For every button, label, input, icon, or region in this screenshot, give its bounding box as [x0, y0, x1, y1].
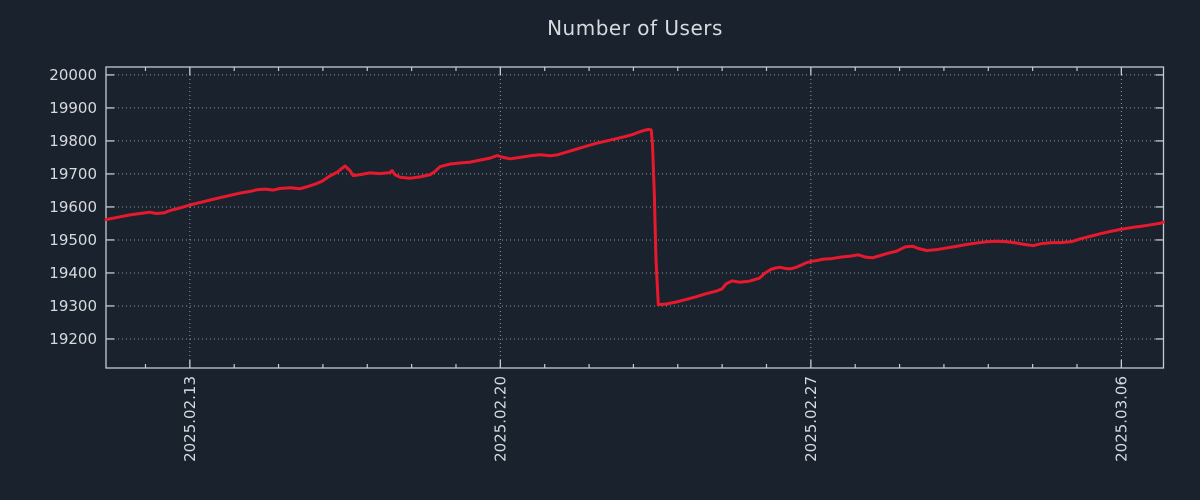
y-axis-labels: 19200 19300 19400 19500 19600 19700 19800 19900… [49, 66, 97, 348]
chart-title: Number of Users [547, 16, 723, 40]
y-tick-label: 19200 [49, 330, 97, 348]
y-tick-label: 19400 [49, 264, 97, 282]
x-tick-label: 2025.03.06 [1112, 376, 1130, 462]
axis-tick-marks [106, 67, 1164, 368]
y-tick-label: 20000 [49, 66, 97, 84]
x-tick-label: 2025.02.27 [802, 376, 820, 462]
y-tick-label: 19500 [49, 231, 97, 249]
plot-border [105, 66, 1165, 369]
y-tick-label: 19900 [49, 99, 97, 117]
users-series-line [104, 127, 1165, 307]
y-tick-label: 19600 [49, 198, 97, 216]
x-axis-labels: 2025.02.13 2025.02.20 2025.02.27 2025.03.06 [181, 376, 1131, 462]
y-tick-label: 19300 [49, 297, 97, 315]
x-tick-label: 2025.02.20 [491, 376, 509, 462]
y-tick-label: 19800 [49, 132, 97, 150]
x-tick-label: 2025.02.13 [181, 376, 199, 462]
y-tick-label: 19700 [49, 165, 97, 183]
gridlines [106, 67, 1164, 368]
